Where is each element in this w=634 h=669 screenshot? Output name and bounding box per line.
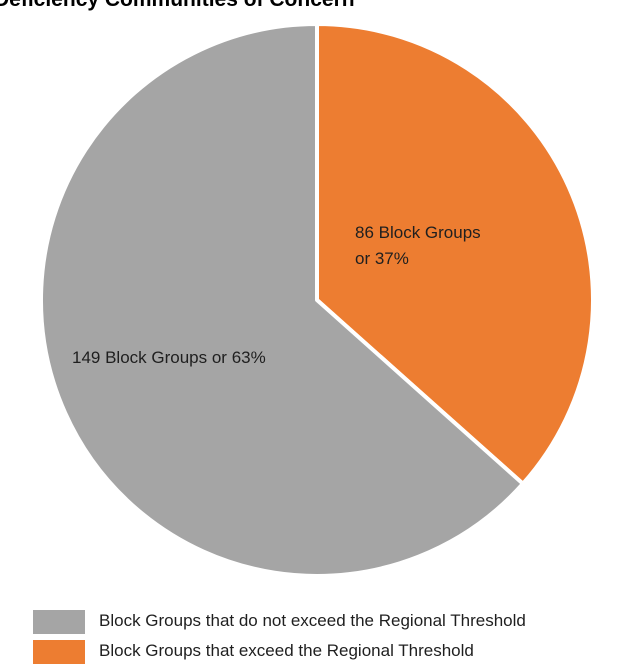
chart-title: Deficiency Communities of Concern — [0, 0, 355, 13]
slice-label-not-exceed: 149 Block Groups or 63% — [72, 348, 266, 367]
chart-legend: Block Groups that do not exceed the Regi… — [33, 609, 633, 669]
legend-label-not-exceed: Block Groups that do not exceed the Regi… — [99, 611, 526, 630]
pie-slices — [39, 22, 595, 578]
legend-swatch-exceed — [33, 640, 85, 664]
slice-label-exceed-line2: or 37% — [355, 249, 409, 268]
pie-slice-1 — [39, 22, 525, 578]
legend-item-not-exceed: Block Groups that do not exceed the Regi… — [33, 609, 633, 639]
legend-swatch-not-exceed — [33, 610, 85, 634]
legend-label-exceed: Block Groups that exceed the Regional Th… — [99, 641, 474, 660]
legend-item-exceed: Block Groups that exceed the Regional Th… — [33, 639, 633, 669]
pie-chart: 86 Block Groups or 37% 149 Block Groups … — [39, 22, 595, 578]
slice-label-exceed-line1: 86 Block Groups — [355, 223, 481, 242]
pie-slice-0 — [315, 22, 595, 486]
